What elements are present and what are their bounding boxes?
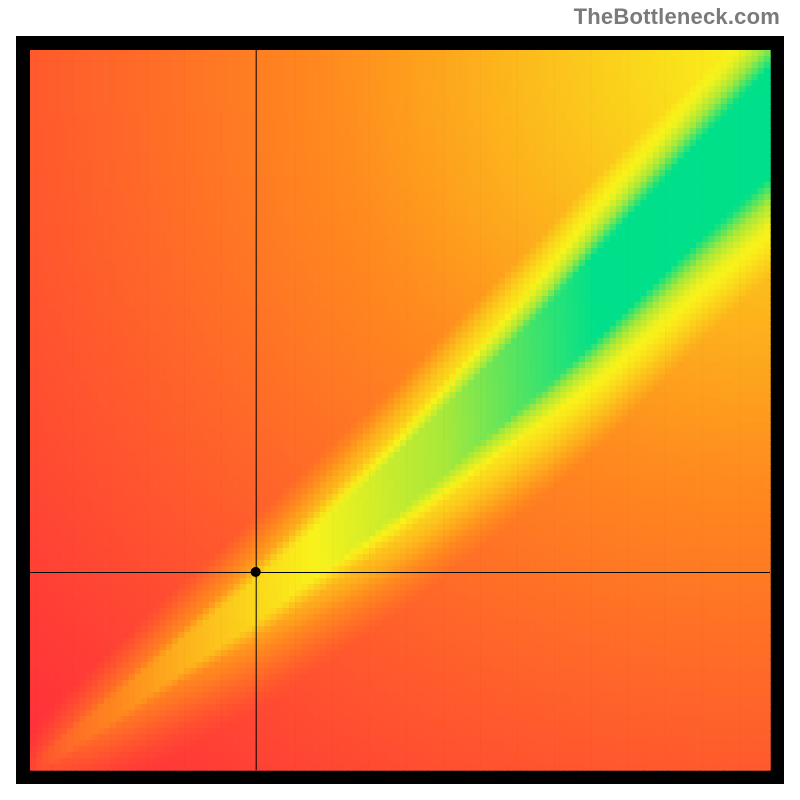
plot-frame <box>16 36 784 784</box>
heatmap-canvas <box>16 36 784 784</box>
watermark-text: TheBottleneck.com <box>574 4 780 30</box>
